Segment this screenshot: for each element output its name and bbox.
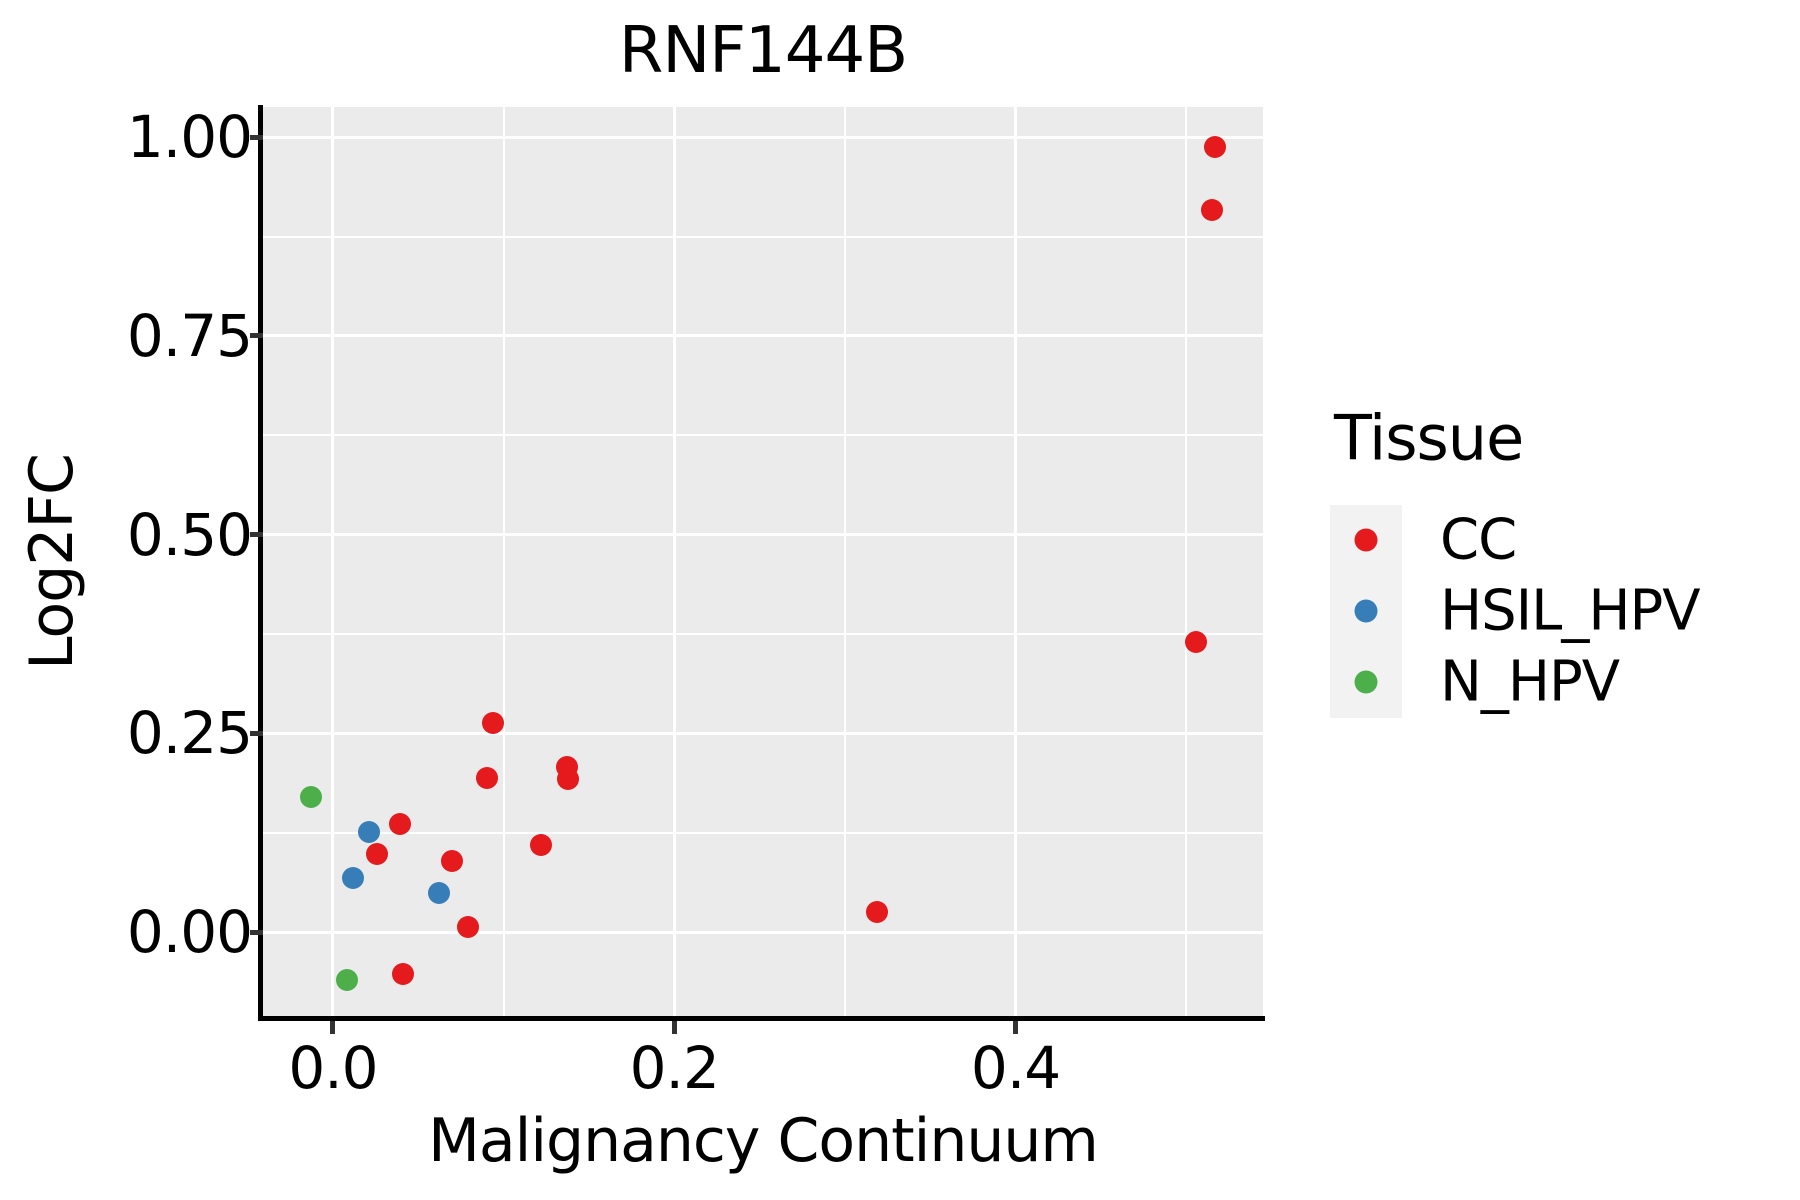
x-tick-label: 0.4 (970, 1034, 1061, 1102)
data-point-HSIL_HPV (357, 820, 380, 843)
x-major-gridline (331, 107, 335, 1018)
data-point-CC (1204, 135, 1227, 158)
y-tick-label: 0.50 (126, 500, 253, 569)
x-tick-label: 0.2 (629, 1034, 720, 1102)
data-point-CC (482, 712, 505, 735)
x-tick-mark (330, 1021, 336, 1034)
y-major-gridline (263, 731, 1263, 735)
y-tick-label: 1.00 (126, 103, 253, 172)
y-tick-label: 0.25 (126, 699, 253, 768)
legend-key-HSIL_HPV (1330, 575, 1402, 647)
data-point-CC (366, 843, 389, 866)
y-minor-gridline (263, 235, 1263, 238)
data-point-N_HPV (299, 786, 322, 808)
data-point-CC (1200, 199, 1223, 222)
y-tick-mark (250, 333, 263, 339)
data-point-CC (475, 766, 498, 789)
data-point-N_HPV (335, 968, 358, 991)
x-minor-gridline (843, 107, 846, 1018)
y-major-gridline (263, 533, 1263, 537)
legend-label-HSIL_HPV: HSIL_HPV (1440, 578, 1701, 644)
y-minor-gridline (263, 633, 1263, 636)
data-point-CC (1185, 630, 1208, 653)
y-axis-line (258, 105, 263, 1021)
data-point-CC (866, 901, 889, 924)
data-point-HSIL_HPV (427, 882, 450, 905)
x-minor-gridline (502, 107, 505, 1018)
y-axis-title: Log2FC (17, 454, 87, 670)
y-major-gridline (263, 334, 1263, 338)
legend-label-N_HPV: N_HPV (1440, 649, 1620, 715)
legend-key-CC (1330, 504, 1402, 576)
legend-key-N_HPV (1330, 646, 1402, 718)
legend-title: Tissue (1334, 401, 1524, 475)
chart-title: RNF144B (618, 14, 908, 88)
y-tick-label: 0.75 (126, 301, 253, 370)
x-tick-label: 0.0 (288, 1034, 378, 1102)
x-minor-gridline (1185, 107, 1188, 1018)
legend-label-CC: CC (1440, 507, 1517, 573)
plot-panel (263, 107, 1263, 1018)
y-major-gridline (263, 135, 1263, 139)
y-tick-mark (250, 134, 263, 140)
y-minor-gridline (263, 831, 1263, 834)
y-minor-gridline (263, 434, 1263, 437)
data-point-CC (530, 833, 553, 856)
data-point-CC (456, 916, 479, 939)
y-tick-mark (250, 730, 263, 736)
x-axis-title: Malignancy Continuum (428, 1106, 1099, 1176)
data-point-CC (388, 813, 411, 836)
legend-dot-N_HPV (1354, 670, 1378, 694)
legend-dot-HSIL_HPV (1354, 599, 1378, 623)
data-point-HSIL_HPV (342, 867, 365, 890)
x-major-gridline (1014, 107, 1018, 1018)
y-tick-mark (250, 532, 263, 538)
y-tick-mark (250, 929, 263, 935)
y-tick-label: 0.00 (126, 898, 253, 967)
data-point-CC (441, 850, 464, 873)
x-axis-line (258, 1016, 1265, 1021)
x-tick-mark (671, 1021, 677, 1034)
data-point-CC (391, 963, 414, 986)
legend-dot-CC (1354, 528, 1378, 552)
x-tick-mark (1013, 1021, 1019, 1034)
x-major-gridline (672, 107, 676, 1018)
data-point-CC (557, 767, 580, 790)
y-major-gridline (263, 930, 1263, 934)
